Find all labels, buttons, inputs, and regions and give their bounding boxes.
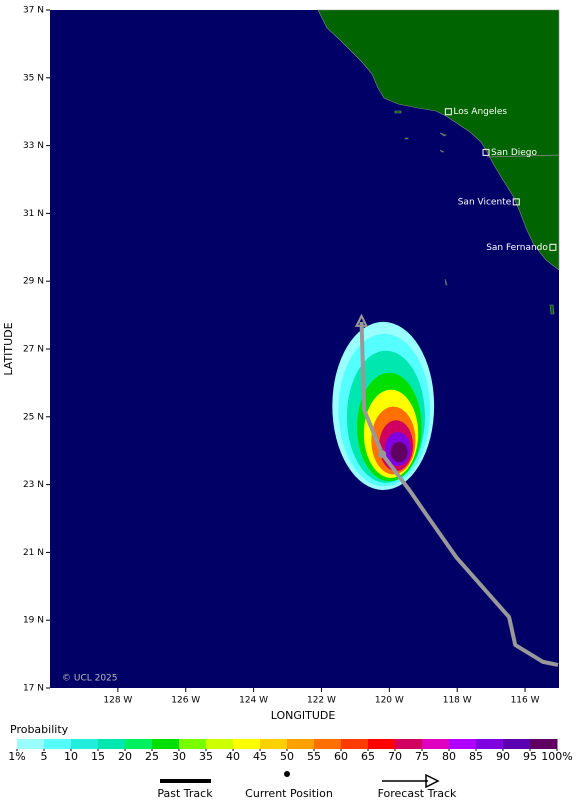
islands: [394, 110, 555, 315]
city-label: Los Angeles: [453, 107, 507, 117]
colorbar-tick-label: 1%: [8, 750, 25, 763]
legend-arrow-head: [425, 773, 440, 789]
colorbar-segment: [449, 739, 477, 749]
x-tick-label: 128 W: [103, 696, 132, 706]
colorbar-segment: [422, 739, 450, 749]
colorbar-tick-label: 10: [64, 750, 78, 763]
legend-label: Past Track: [157, 787, 213, 800]
y-tick-label: 37 N: [23, 6, 44, 16]
map-layer: [332, 321, 435, 491]
colorbar-tick-label: 45: [253, 750, 267, 763]
colorbar-segment: [530, 739, 558, 749]
copyright: © UCL 2025: [62, 674, 118, 684]
current-position: [378, 450, 387, 459]
colorbar-tick-label: 50: [280, 750, 294, 763]
legend-label: Forecast Track: [378, 787, 457, 800]
colorbar-segment: [17, 739, 45, 749]
city-marker: [512, 198, 520, 206]
city-label: San Diego: [491, 148, 537, 158]
x-tick-label: 118 W: [443, 696, 472, 706]
colorbar-tick-label: 70: [388, 750, 402, 763]
colorbar-segment: [503, 739, 531, 749]
y-tick-label: 21 N: [23, 548, 44, 558]
y-tick-label: 29 N: [23, 277, 44, 287]
x-axis-label: LONGITUDE: [271, 709, 336, 722]
y-axis-label: LATITUDE: [2, 322, 15, 375]
probability-contour: [390, 441, 408, 463]
colorbar-segment: [395, 739, 423, 749]
x-tick-label: 126 W: [171, 696, 200, 706]
track-start-marker: [354, 313, 369, 327]
colorbar-segment: [206, 739, 234, 749]
city-label: San Vicente: [458, 197, 512, 207]
y-tick-label: 25 N: [23, 412, 44, 422]
colorbar-tick-label: 5: [41, 750, 48, 763]
colorbar-segment: [476, 739, 504, 749]
colorbar-tick-label: 85: [469, 750, 483, 763]
legend-label: Current Position: [245, 787, 333, 800]
colorbar-tick-label: 55: [307, 750, 321, 763]
x-tick-label: 116 W: [511, 696, 540, 706]
colorbar-tick-label: 75: [415, 750, 429, 763]
land: [317, 9, 560, 271]
colorbar-tick-label: 25: [145, 750, 159, 763]
colorbar-segment: [233, 739, 261, 749]
colorbar-tick-label: 90: [496, 750, 510, 763]
y-tick-label: 27 N: [23, 345, 44, 355]
colorbar-segment: [71, 739, 99, 749]
y-tick-label: 23 N: [23, 480, 44, 490]
overlay-layer: Los Angeles San Diego San Vicente San Ferna…: [8, 6, 572, 764]
city-marker: [482, 148, 490, 156]
x-tick-label: 124 W: [239, 696, 268, 706]
colorbar-tick-label: 20: [118, 750, 132, 763]
colorbar-tick-label: 60: [334, 750, 348, 763]
colorbar-segment: [152, 739, 180, 749]
colorbar-tick-label: 100%: [541, 750, 572, 763]
track-line: [359, 321, 559, 667]
y-tick-label: 19 N: [23, 616, 44, 626]
y-tick-label: 31 N: [23, 209, 44, 219]
colorbar-tick-label: 30: [172, 750, 186, 763]
city-marker: [444, 108, 452, 116]
colorbar-segment: [341, 739, 369, 749]
x-tick-label: 120 W: [375, 696, 404, 706]
colorbar-segment: [98, 739, 126, 749]
y-tick-label: 33 N: [23, 141, 44, 151]
y-tick-label: 35 N: [23, 73, 44, 83]
city-marker: [549, 243, 557, 251]
colorbar-segment: [368, 739, 396, 749]
legend-current-position-icon: [284, 771, 290, 777]
y-tick-label: 17 N: [23, 684, 44, 694]
colorbar-tick-label: 35: [199, 750, 213, 763]
x-tick-label: 122 W: [307, 696, 336, 706]
colorbar-segment: [179, 739, 207, 749]
colorbar-title: Probability: [10, 723, 69, 736]
border: [486, 154, 560, 158]
colorbar-tick-label: 95: [523, 750, 537, 763]
city-label: San Fernando: [486, 243, 548, 253]
colorbar-tick-label: 15: [91, 750, 105, 763]
colorbar-segment: [287, 739, 315, 749]
colorbar-segment: [260, 739, 288, 749]
colorbar-segment: [314, 739, 342, 749]
colorbar-tick-label: 80: [442, 750, 456, 763]
colorbar-tick-label: 40: [226, 750, 240, 763]
colorbar-segment: [125, 739, 153, 749]
colorbar-segment: [44, 739, 72, 749]
colorbar-tick-label: 65: [361, 750, 375, 763]
